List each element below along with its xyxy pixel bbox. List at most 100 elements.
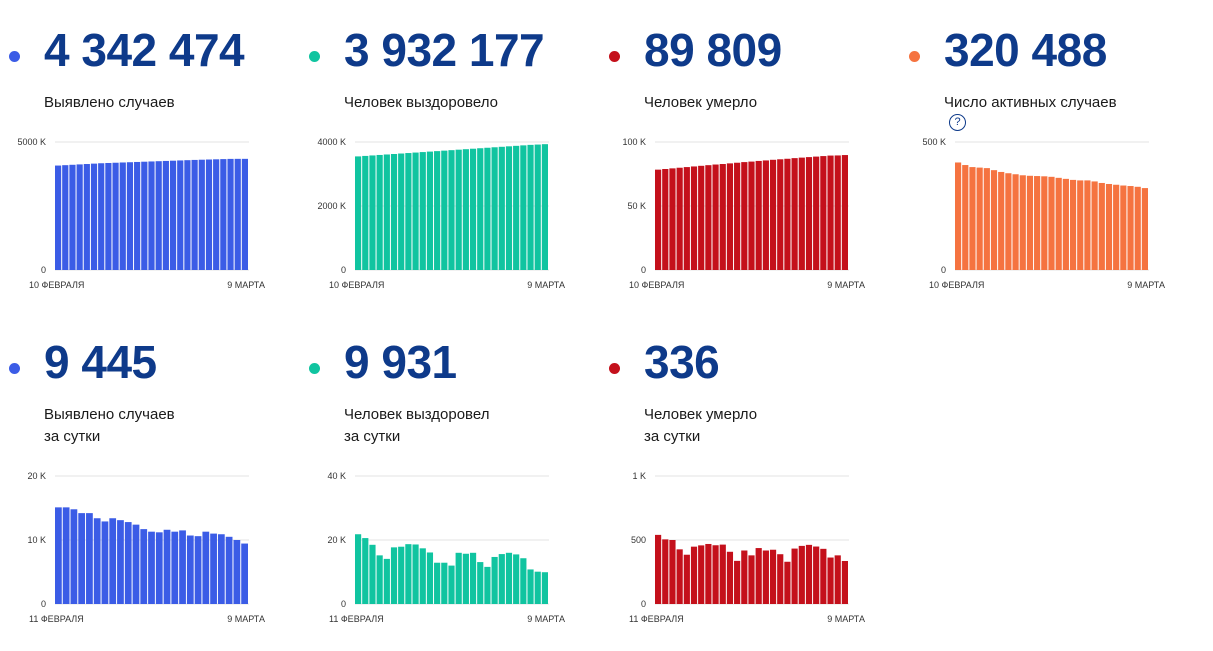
x-end-label: 9 МАРТА	[827, 280, 865, 290]
bar	[186, 535, 194, 604]
bar	[234, 158, 241, 270]
bar	[841, 155, 848, 270]
bar	[505, 552, 513, 604]
bar	[70, 509, 78, 604]
y-tick-label: 0	[341, 265, 346, 275]
bar	[719, 544, 726, 604]
y-tick-label: 0	[41, 599, 46, 609]
stat-value: 89 809	[644, 24, 782, 76]
bar	[655, 169, 662, 270]
y-tick-label: 100 K	[622, 137, 646, 147]
bar	[124, 522, 132, 604]
bar	[741, 162, 748, 270]
stat-label: Человек выздоровело	[344, 92, 498, 114]
stat-label: Выявлено случаев	[44, 92, 175, 114]
bar	[1091, 181, 1098, 270]
bar	[448, 565, 455, 604]
y-tick-label: 0	[41, 265, 46, 275]
y-tick-label: 500 K	[922, 137, 946, 147]
x-start-label: 10 ФЕВРАЛЯ	[329, 280, 384, 290]
bar	[520, 145, 527, 270]
bar-chart: 0 5000 K 10 ФЕВРАЛЯ 9 МАРТА	[17, 137, 265, 290]
legend-dot	[9, 51, 20, 62]
bar	[769, 159, 777, 270]
bar	[1048, 176, 1055, 270]
bar	[477, 148, 484, 270]
x-end-label: 9 МАРТА	[1127, 280, 1165, 290]
bar	[1062, 178, 1069, 270]
y-tick-label: 50 K	[627, 201, 646, 211]
bar	[784, 561, 791, 604]
stat-label-text: Человек выздоровело	[344, 94, 498, 111]
bar	[227, 158, 234, 270]
bar	[233, 540, 241, 604]
stat-label-line2: за сутки	[644, 428, 701, 445]
bar	[534, 144, 541, 270]
stat-label-line1: Человек выздоровел	[344, 404, 489, 426]
bar	[101, 521, 109, 604]
y-tick-label: 0	[641, 265, 646, 275]
bar	[98, 163, 105, 270]
bar	[241, 543, 248, 604]
bar	[78, 513, 86, 604]
bar	[225, 536, 233, 604]
bar	[398, 546, 405, 604]
bar	[179, 530, 186, 604]
stat-value: 3 932 177	[344, 24, 545, 76]
stat-label-text: Человек выздоровел	[344, 406, 490, 423]
bar	[527, 144, 534, 270]
bar	[955, 162, 962, 270]
bar	[705, 165, 712, 270]
bar	[390, 547, 398, 604]
bar	[698, 545, 705, 604]
bar	[148, 161, 155, 270]
bar	[355, 534, 362, 604]
bar	[734, 162, 741, 270]
bar	[762, 550, 769, 604]
stat-label-text: Человек умерло	[644, 406, 758, 423]
bar	[169, 160, 177, 270]
bar	[369, 544, 376, 604]
bar	[484, 147, 491, 270]
help-icon[interactable]: ?	[949, 114, 966, 131]
bar	[1055, 177, 1062, 270]
bar	[405, 153, 412, 270]
y-tick-label: 40 K	[327, 471, 346, 481]
bar	[112, 162, 119, 270]
bar	[434, 562, 441, 604]
bar	[412, 152, 419, 270]
stat-card-cases-daily: 9 445 Выявлено случаев за сутки 0 10 K 20 K 11…	[0, 312, 270, 624]
bar	[805, 544, 813, 604]
y-tick-label: 5000 K	[17, 137, 46, 147]
bar	[498, 554, 505, 604]
bar	[820, 548, 827, 604]
bar	[669, 540, 676, 604]
x-end-label: 9 МАРТА	[227, 280, 265, 290]
bar	[748, 555, 755, 604]
y-tick-label: 20 K	[327, 535, 346, 545]
bar	[683, 554, 690, 604]
bar	[469, 148, 477, 270]
bar	[990, 170, 998, 270]
stat-label: Человек умерло	[644, 92, 757, 114]
bar	[213, 159, 220, 270]
stat-card-deaths-total: 89 809 Человек умерло 0 50 K 100 K 10 ФЕВРАЛЯ…	[600, 0, 870, 300]
bar	[455, 149, 462, 270]
bar	[426, 552, 434, 604]
bar	[1026, 175, 1034, 270]
bar	[834, 555, 841, 604]
y-tick-label: 2000 K	[317, 201, 346, 211]
bar	[155, 532, 163, 604]
bar	[712, 164, 719, 270]
legend-dot	[309, 51, 320, 62]
bar	[477, 562, 484, 604]
bar	[184, 160, 191, 270]
bar	[76, 164, 83, 270]
bar	[734, 560, 741, 604]
bar-chart: 0 500 1 K 11 ФЕВРАЛЯ 9 МАРТА	[629, 471, 865, 624]
stat-card-cases-total: 4 342 474 Выявлено случаев 0 5000 K 10 ФЕВРА…	[0, 0, 270, 300]
bar-chart: 0 10 K 20 K 11 ФЕВРАЛЯ 9 МАРТА	[27, 471, 265, 624]
stat-label: Выявлено случаев за сутки	[44, 404, 175, 448]
bar	[390, 154, 398, 270]
bar	[93, 518, 101, 604]
